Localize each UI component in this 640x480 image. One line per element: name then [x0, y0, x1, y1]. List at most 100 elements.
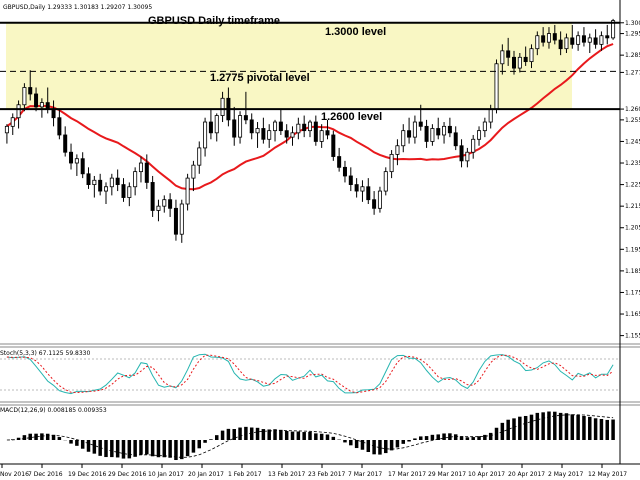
candle [168, 193, 173, 217]
candle [34, 87, 39, 112]
candle [302, 115, 307, 138]
candle [546, 27, 551, 49]
candle-body [506, 50, 511, 58]
candle [80, 152, 85, 179]
chart-title: GBPUSD Daily timeframe [148, 15, 280, 27]
price-tick-label: 1.245 [625, 138, 640, 145]
candle-body [587, 37, 592, 43]
candle-body [517, 56, 522, 69]
candle-body [103, 186, 109, 192]
candle-body [144, 162, 149, 183]
candle [173, 199, 178, 241]
candle-body [22, 87, 27, 106]
date-tick-label: 20 Jan 2017 [188, 471, 224, 478]
candle-body [442, 125, 447, 136]
candle [16, 100, 21, 129]
candle [564, 33, 569, 53]
candle [313, 115, 318, 146]
macd-signal-line [6, 414, 614, 458]
candle [69, 143, 74, 170]
candle-body [319, 130, 324, 142]
macd-panel: MACD(12,26,9) 0.008185 0.009353 [0, 401, 640, 461]
candle-body [447, 125, 452, 134]
candle-body [564, 37, 569, 50]
candle [307, 119, 313, 138]
candle-body [57, 117, 62, 136]
candle [144, 154, 149, 189]
candle [523, 46, 528, 66]
candle-body [278, 121, 283, 132]
candle [208, 109, 213, 140]
candle [150, 175, 155, 217]
candle-body [109, 177, 114, 188]
price-panel [0, 18, 620, 243]
candle-body [546, 33, 551, 43]
candle [109, 173, 114, 196]
candle [459, 139, 464, 168]
candle-body [395, 145, 400, 155]
candle [127, 182, 132, 207]
candle-body [98, 179, 103, 192]
candle-body [179, 203, 184, 235]
price-tick-label: 1.260 [625, 106, 640, 113]
candle [576, 31, 581, 51]
candle-body [418, 121, 423, 127]
candle [22, 83, 27, 112]
candle [197, 141, 202, 174]
date-tick-label: 2 May 2017 [548, 471, 583, 478]
candle [412, 115, 417, 144]
candle-body [453, 132, 458, 147]
candle [220, 91, 225, 123]
price-tick-label: 1.195 [625, 246, 640, 253]
candle [407, 117, 412, 144]
candle [552, 24, 557, 45]
date-tick-label: 17 Mar 2017 [388, 471, 426, 478]
candle-body [488, 108, 493, 123]
date-tick-label: 7 Dec 2016 [28, 471, 63, 478]
candle [156, 199, 161, 222]
candle [261, 117, 266, 144]
candle-body [133, 171, 138, 188]
candle [39, 98, 44, 118]
candle [249, 113, 254, 140]
candle-body [80, 158, 85, 175]
candle [273, 119, 278, 142]
candle-body [296, 123, 301, 134]
price-tick-label: 1.295 [625, 31, 640, 38]
candle-body [255, 128, 260, 134]
candle [424, 119, 429, 148]
candle-body [389, 153, 394, 173]
date-tick-label: 19 Dec 2016 [68, 471, 107, 478]
candle-body [307, 121, 313, 132]
candle [593, 29, 598, 49]
candle [360, 180, 365, 202]
label-level-1300: 1.3000 level [325, 26, 386, 38]
candle-body [290, 132, 295, 138]
stoch-main-line [6, 353, 614, 395]
candle-body [366, 186, 371, 201]
candle-body [121, 184, 126, 198]
candle [465, 147, 470, 168]
macd-label: MACD(12,26,9) 0.008185 0.009353 [0, 407, 107, 414]
candle [162, 195, 167, 213]
candle [482, 117, 487, 138]
price-tick-label: 1.277 [625, 69, 640, 76]
candle-body [249, 119, 254, 134]
candle [442, 122, 447, 144]
candle [319, 124, 324, 148]
candle-body [511, 56, 517, 69]
candle-body [220, 97, 225, 116]
candle [587, 33, 592, 53]
candle [267, 124, 272, 148]
candle [238, 111, 243, 144]
candle [92, 175, 97, 198]
candle [290, 126, 295, 146]
candle [63, 126, 68, 157]
candle-body [342, 166, 347, 177]
candle-body [354, 184, 359, 192]
candle-body [377, 190, 382, 209]
candle [191, 160, 196, 192]
macd-histogram [6, 411, 615, 461]
candle-body [168, 199, 173, 209]
candle [581, 27, 586, 47]
